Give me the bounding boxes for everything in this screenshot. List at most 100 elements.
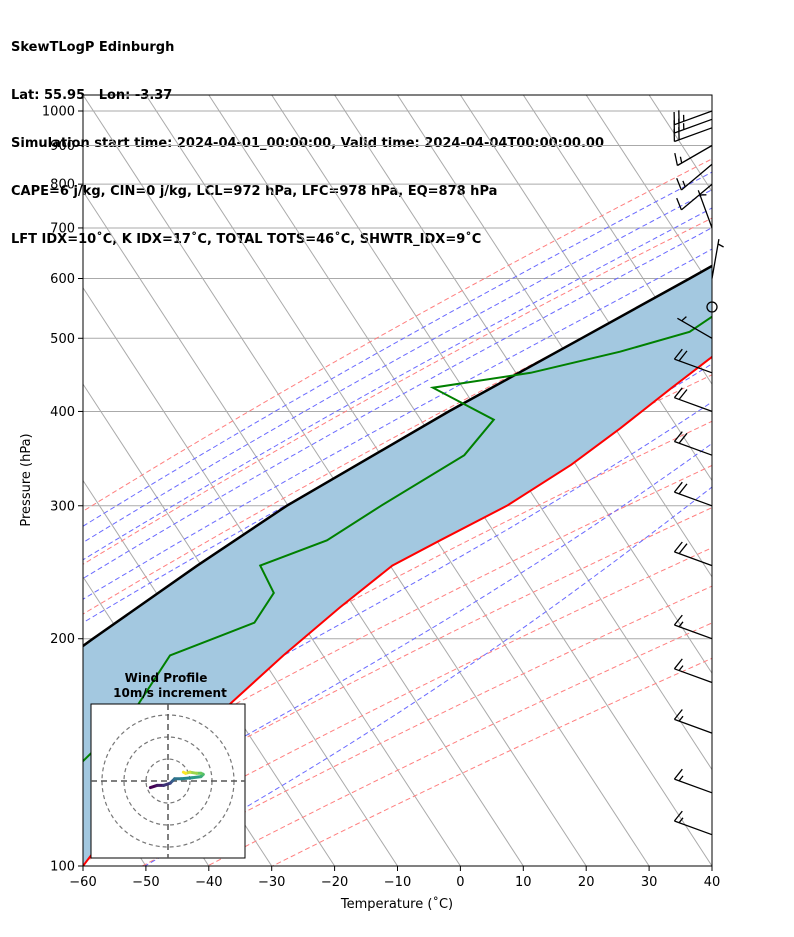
wind-barb bbox=[697, 190, 713, 229]
barb-half-flag bbox=[717, 243, 724, 248]
isotherm bbox=[83, 865, 84, 866]
hodograph-subtitle: 10m/s increment bbox=[113, 686, 227, 700]
hodograph-segment bbox=[181, 770, 188, 775]
wind-barb bbox=[673, 127, 713, 143]
moist-adiabat bbox=[83, 171, 712, 527]
dry-adiabat bbox=[83, 507, 712, 827]
x-axis-label: Temperature (˚C) bbox=[340, 896, 453, 912]
x-tick-label: −10 bbox=[384, 875, 411, 890]
wind-barb bbox=[676, 183, 713, 211]
wind-barb bbox=[674, 144, 713, 167]
axis-ticks: −60 −50 −40 −30 −20 −10 0 10 20 30 40 1000 900 800 700… bbox=[42, 104, 720, 890]
barb-half-flag bbox=[678, 775, 684, 782]
wind-barb bbox=[673, 118, 713, 134]
barb-staff bbox=[674, 820, 713, 836]
barb-staff bbox=[674, 668, 713, 684]
barb-staff bbox=[674, 118, 713, 134]
barb-staff bbox=[680, 183, 713, 211]
moist-adiabat bbox=[83, 227, 712, 580]
barb-flag bbox=[676, 177, 683, 191]
wind-barb bbox=[673, 658, 713, 684]
barb-flag bbox=[673, 541, 683, 553]
x-tick-label: 30 bbox=[641, 875, 658, 890]
barb-half-flag bbox=[678, 715, 684, 722]
y-tick-label: 600 bbox=[50, 272, 75, 287]
dry-adiabat bbox=[83, 217, 712, 565]
cape-shading bbox=[83, 265, 712, 866]
wind-barb bbox=[673, 810, 713, 836]
wind-barb bbox=[677, 316, 713, 339]
barb-staff bbox=[677, 144, 713, 167]
barb-staff bbox=[674, 624, 713, 640]
wind-barb bbox=[676, 163, 713, 191]
x-tick-label: −50 bbox=[132, 875, 159, 890]
isotherm bbox=[83, 190, 524, 866]
calm-circle bbox=[706, 301, 718, 313]
dry-adiabat bbox=[83, 420, 712, 749]
barb-flag bbox=[678, 350, 688, 362]
barb-staff bbox=[674, 718, 713, 734]
y-tick-label: 900 bbox=[50, 139, 75, 154]
barb-flag bbox=[673, 387, 683, 399]
profiles bbox=[83, 264, 712, 866]
chart-title: SkewTLogP Edinburgh bbox=[11, 40, 175, 55]
barb-half-flag bbox=[682, 180, 686, 188]
x-tick-label: −60 bbox=[69, 875, 96, 890]
isotherm bbox=[83, 479, 336, 866]
barb-half-flag bbox=[678, 621, 684, 628]
barb-flag bbox=[674, 152, 679, 166]
barb-flag bbox=[676, 197, 683, 211]
chart-header: SkewTLogP Edinburgh Lat: 55.95 Lon: -3.3… bbox=[11, 8, 604, 264]
isotherm bbox=[711, 95, 712, 96]
barb-staff bbox=[674, 127, 713, 143]
barb-staff bbox=[674, 551, 713, 567]
barb-flag bbox=[673, 481, 683, 493]
wind-barb bbox=[673, 387, 713, 413]
barb-flag bbox=[673, 348, 683, 360]
y-tick-label: 1000 bbox=[42, 104, 75, 119]
barb-flag bbox=[673, 768, 683, 780]
moist-adiabat bbox=[83, 401, 712, 769]
isotherm bbox=[83, 383, 398, 866]
isotherm bbox=[585, 95, 712, 289]
cape-line: CAPE=6 j/kg, CIN=0 j/kg, LCL=972 hPa, LF… bbox=[11, 184, 498, 199]
y-tick-label: 200 bbox=[50, 632, 75, 647]
x-tick-label: 10 bbox=[515, 875, 532, 890]
wind-barb bbox=[711, 238, 724, 279]
barb-staff bbox=[674, 358, 713, 374]
wind-barb bbox=[673, 348, 713, 374]
y-tick-label: 400 bbox=[50, 405, 75, 420]
barb-staff bbox=[711, 238, 720, 279]
wind-barb bbox=[706, 301, 718, 313]
y-tick-label: 800 bbox=[50, 178, 75, 193]
hodograph-ring bbox=[145, 758, 191, 804]
dry-adiabat bbox=[83, 464, 712, 789]
wind-barb bbox=[673, 709, 713, 734]
x-tick-label: 20 bbox=[578, 875, 595, 890]
barb-staff bbox=[677, 317, 713, 339]
y-tick-label: 500 bbox=[50, 332, 75, 347]
barb-staff bbox=[674, 440, 713, 456]
wind-barb bbox=[673, 431, 713, 456]
wind-barb bbox=[673, 614, 713, 640]
barb-half-flag bbox=[678, 817, 684, 824]
barb-flag bbox=[678, 543, 688, 555]
barb-flag bbox=[678, 483, 688, 495]
hodograph-plot bbox=[91, 704, 245, 858]
barb-staff bbox=[674, 397, 713, 413]
dewpoint-profile-line bbox=[83, 315, 712, 763]
wind-barb bbox=[673, 541, 713, 567]
wind-barb bbox=[673, 110, 713, 126]
x-tick-label: −40 bbox=[195, 875, 222, 890]
isotherm bbox=[648, 95, 712, 193]
y-tick-label: 300 bbox=[50, 499, 75, 514]
x-tick-label: 40 bbox=[704, 875, 721, 890]
hodograph-segment bbox=[179, 776, 194, 781]
barb-half-flag bbox=[679, 156, 683, 164]
barb-staff bbox=[674, 778, 713, 794]
hodograph-inset: Wind Profile 10m/s increment bbox=[90, 671, 246, 859]
barb-half-flag bbox=[678, 665, 684, 671]
isotherm bbox=[397, 95, 712, 578]
barb-staff bbox=[674, 491, 713, 507]
barb-flag bbox=[673, 658, 683, 670]
